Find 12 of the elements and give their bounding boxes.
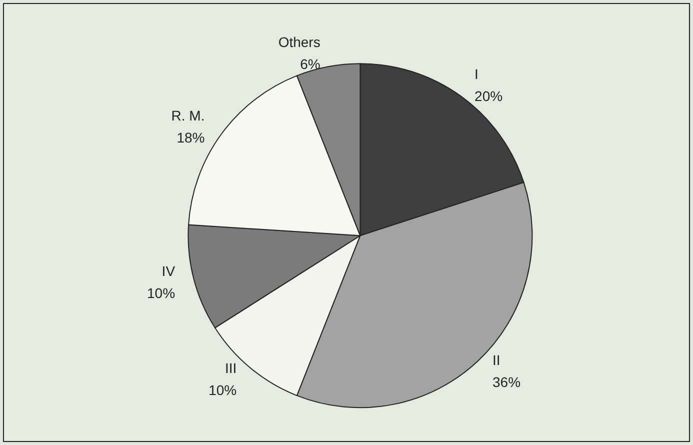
slice-label: I: [474, 66, 478, 82]
slice-label: III: [224, 360, 237, 376]
data-label: 20%: [474, 88, 503, 104]
slice-label: IV: [162, 262, 176, 279]
data-label: 18%: [176, 129, 205, 146]
slice-label: II: [492, 352, 500, 368]
data-label: 36%: [492, 374, 521, 390]
slice-label: R. M.: [171, 107, 205, 124]
data-label: 6%: [300, 56, 320, 72]
data-label: 10%: [208, 382, 237, 398]
slice-label: Others: [278, 34, 320, 50]
data-label: 10%: [147, 284, 176, 301]
